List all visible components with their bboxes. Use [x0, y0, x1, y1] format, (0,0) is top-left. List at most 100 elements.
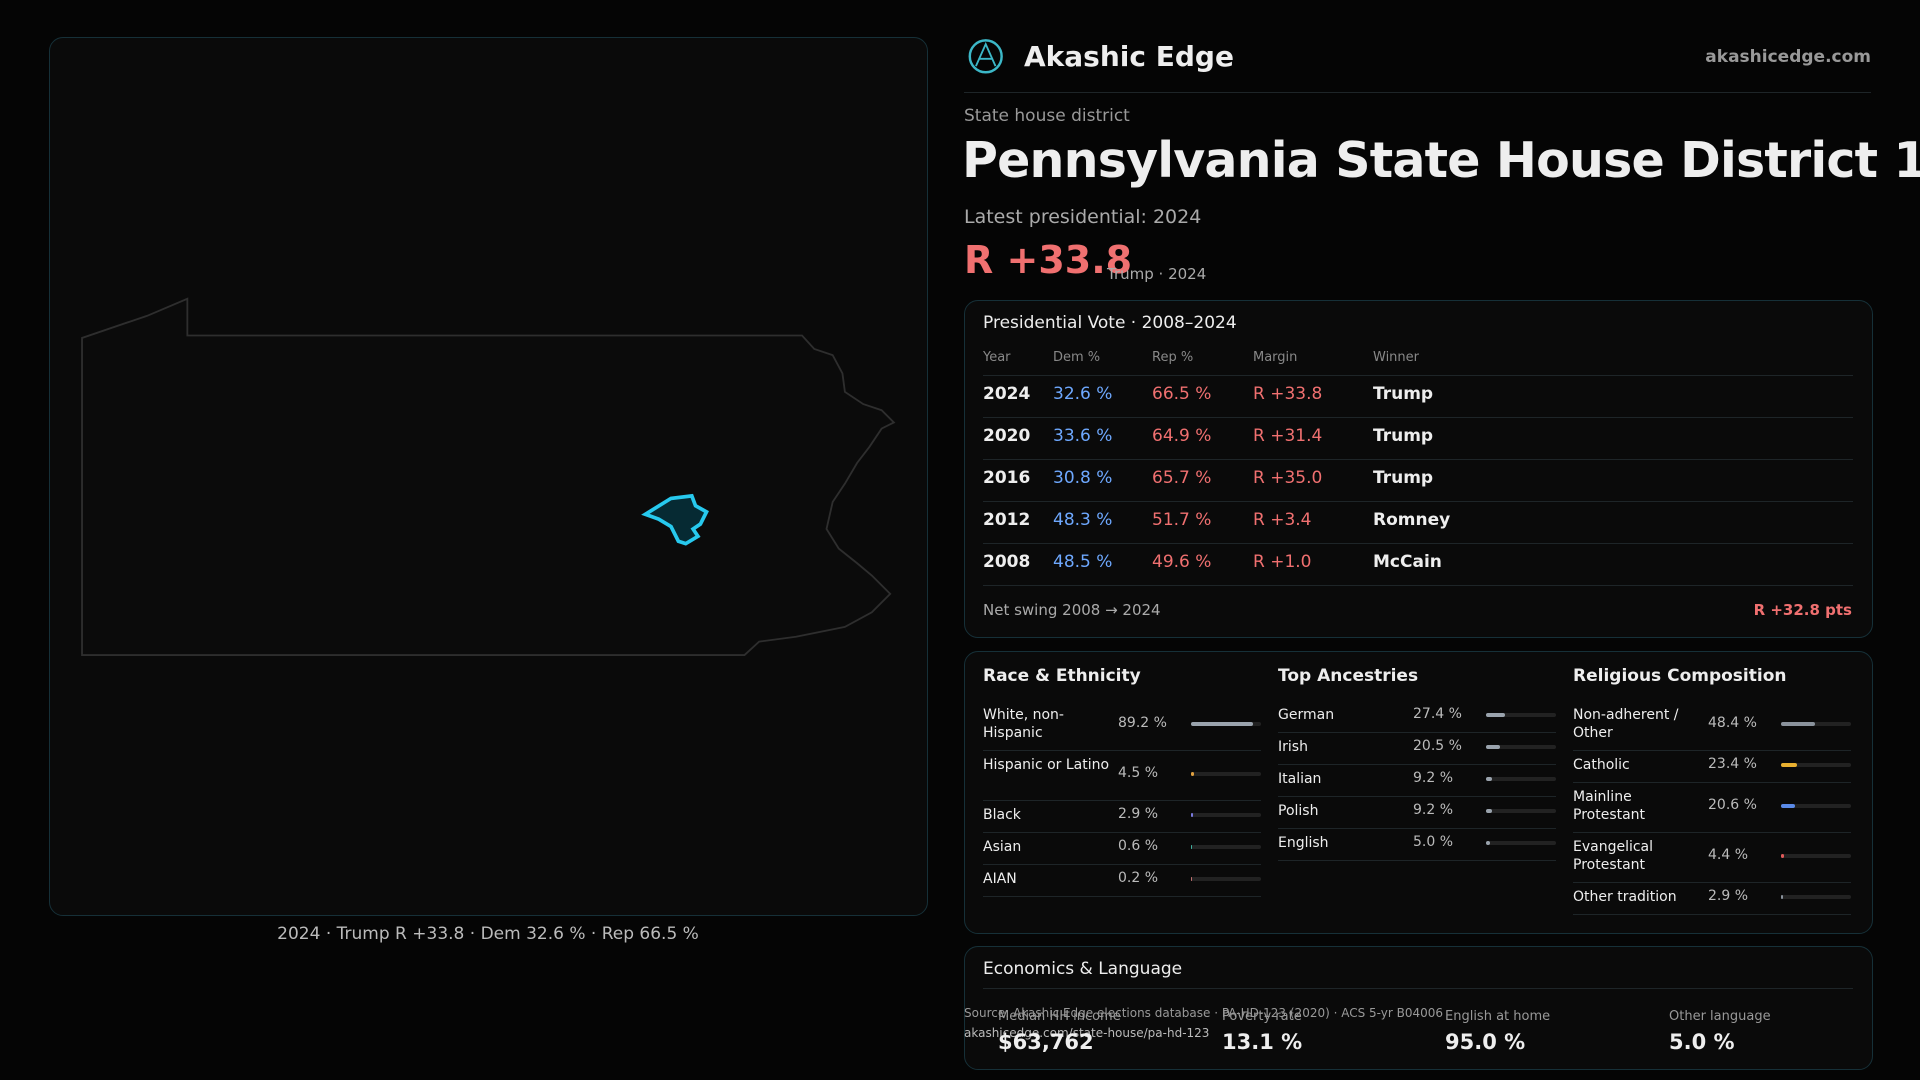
stat-label: Other language [1669, 1009, 1771, 1024]
column-header: Margin [1253, 350, 1298, 365]
swing-label: Net swing 2008 → 2024 [983, 601, 1161, 619]
brand-name: Akashic Edge [1024, 40, 1234, 73]
logo-mark [975, 41, 997, 67]
cell: 30.8 % [1053, 468, 1113, 488]
cell: Trump [1373, 426, 1434, 446]
vote-panel [964, 300, 1873, 638]
row-value: 2.9 % [1708, 888, 1749, 904]
row-label: Catholic [1573, 757, 1630, 773]
stat-label: English at home [1445, 1009, 1551, 1024]
row-divider [983, 417, 1853, 418]
bar-track [1486, 713, 1556, 717]
bar-track [1486, 777, 1556, 781]
stat-label: Poverty rate [1222, 1009, 1302, 1024]
row-divider [983, 543, 1853, 544]
row-divider [983, 864, 1261, 865]
row-divider [983, 800, 1261, 801]
stat-value: 95.0 % [1445, 1030, 1526, 1054]
row-value: 23.4 % [1708, 756, 1757, 772]
column-header: Dem % [1053, 350, 1101, 365]
row-divider [983, 750, 1261, 751]
row-divider [1573, 750, 1851, 751]
bar [1486, 777, 1493, 781]
bar [1191, 877, 1192, 881]
bar [1486, 745, 1501, 749]
cell: 64.9 % [1152, 426, 1212, 446]
bar-track [1781, 763, 1851, 767]
row-label: German [1278, 707, 1335, 723]
row-label: Other tradition [1573, 889, 1677, 905]
row-divider [1278, 764, 1556, 765]
map-caption: 2024 · Trump R +33.8 · Dem 32.6 % · Rep … [277, 924, 699, 944]
bar [1781, 895, 1784, 899]
row-value: 2.9 % [1118, 806, 1159, 822]
bar-track [1781, 895, 1851, 899]
row-label: Black [983, 807, 1021, 823]
cell: Trump [1373, 468, 1434, 488]
cell: 66.5 % [1152, 384, 1212, 404]
bar-track [1486, 745, 1556, 749]
demographics-panel [964, 651, 1873, 934]
section-title: Religious Composition [1573, 666, 1787, 686]
cell: R +1.0 [1253, 552, 1312, 572]
stat-label: Median HH income [998, 1009, 1121, 1024]
cell: 2020 [983, 426, 1031, 446]
row-value: 20.6 % [1708, 797, 1757, 813]
row-divider [1278, 732, 1556, 733]
section-title: Top Ancestries [1278, 666, 1419, 686]
row-value: 4.4 % [1708, 847, 1749, 863]
swing-value: R +32.8 pts [1753, 601, 1852, 619]
economics-panel [964, 946, 1873, 1070]
bar [1191, 845, 1192, 849]
row-divider [1573, 832, 1851, 833]
bar [1781, 763, 1798, 767]
bar-track [1191, 845, 1261, 849]
logo [968, 39, 1003, 74]
cell: R +33.8 [1253, 384, 1323, 404]
row-label: Italian [1278, 771, 1322, 787]
bar [1486, 713, 1506, 717]
row-divider [983, 375, 1853, 376]
row-divider [983, 501, 1853, 502]
cell: 2016 [983, 468, 1031, 488]
cell: 33.6 % [1053, 426, 1113, 446]
row-divider [983, 988, 1853, 989]
bar-track [1191, 877, 1261, 881]
bar [1191, 772, 1195, 776]
cell: R +3.4 [1253, 510, 1312, 530]
margin: R +33.8 [964, 238, 1133, 282]
brand-url[interactable]: akashicedge.com [1705, 47, 1871, 67]
row-divider [1573, 914, 1851, 915]
row-value: 20.5 % [1413, 738, 1462, 754]
stat-value: 13.1 % [1222, 1030, 1303, 1054]
section-title: Race & Ethnicity [983, 666, 1141, 686]
source-url[interactable]: akashicedge.com/state-house/pa-hd-123 [964, 1026, 1210, 1040]
row-label: White, non-Hispanic [983, 707, 1064, 741]
cell: 48.5 % [1053, 552, 1113, 572]
cell: Trump [1373, 384, 1434, 404]
row-label: Non-adherent / Other [1573, 707, 1679, 741]
bar-track [1486, 841, 1556, 845]
stat-value: $63,762 [998, 1030, 1094, 1054]
bar-track [1781, 722, 1851, 726]
bar-track [1191, 813, 1261, 817]
bar [1781, 722, 1815, 726]
bar [1486, 809, 1493, 813]
economics-title: Economics & Language [983, 959, 1183, 979]
row-label: Mainline Protestant [1573, 789, 1646, 823]
row-value: 0.2 % [1118, 870, 1159, 886]
row-label: Asian [983, 839, 1022, 855]
bar-track [1781, 854, 1851, 858]
cell: 32.6 % [1053, 384, 1113, 404]
cell: 48.3 % [1053, 510, 1113, 530]
row-value: 5.0 % [1413, 834, 1454, 850]
cell: R +35.0 [1253, 468, 1323, 488]
bar [1191, 813, 1194, 817]
row-divider [1573, 882, 1851, 883]
cell: 49.6 % [1152, 552, 1212, 572]
row-divider [1278, 828, 1556, 829]
cell: 2024 [983, 384, 1031, 404]
row-label: Hispanic or Latino [983, 757, 1110, 773]
column-header: Year [983, 350, 1011, 365]
